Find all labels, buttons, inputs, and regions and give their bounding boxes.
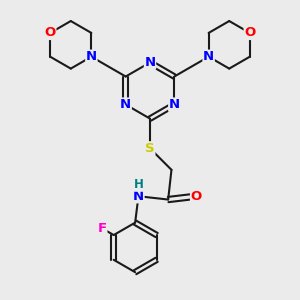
Text: F: F	[98, 222, 107, 235]
Text: N: N	[203, 50, 214, 63]
Text: N: N	[86, 50, 97, 63]
Text: H: H	[134, 178, 143, 191]
Text: N: N	[169, 98, 180, 111]
Text: O: O	[244, 26, 255, 39]
Text: N: N	[120, 98, 131, 111]
Text: O: O	[190, 190, 202, 203]
Text: N: N	[133, 190, 144, 203]
Text: O: O	[45, 26, 56, 39]
Text: S: S	[145, 142, 155, 155]
Text: N: N	[144, 56, 156, 69]
